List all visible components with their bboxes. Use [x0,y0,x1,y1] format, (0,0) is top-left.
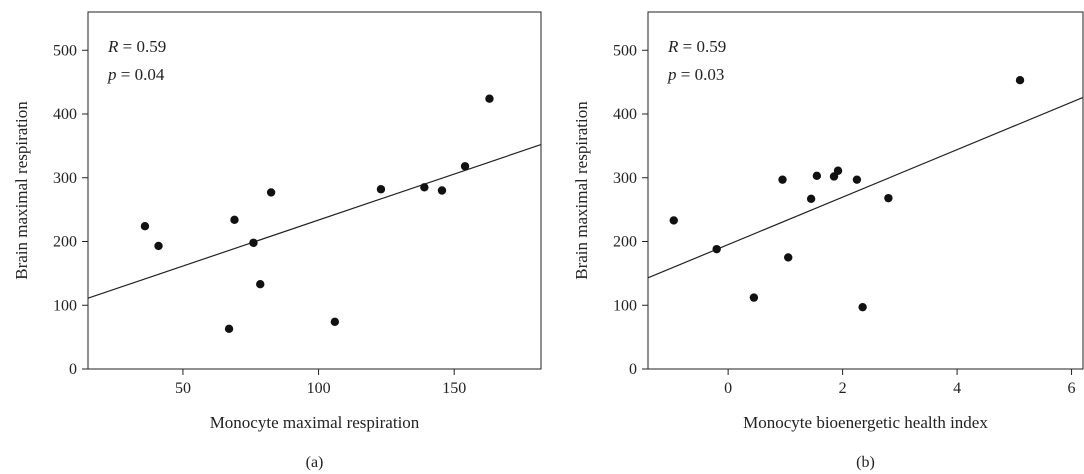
data-point [834,167,842,175]
y-tick-label: 500 [53,42,77,59]
y-tick-label: 200 [53,234,77,251]
x-tick-label: 100 [307,380,331,397]
x-axis-label: Monocyte maximal respiration [210,413,420,432]
data-point [420,183,428,191]
data-point [778,175,786,183]
y-tick-label: 0 [69,361,77,378]
panel-a: 0 100 200 300 400 500 50 100 150 Monocyte maximal… [12,12,541,471]
p-value: = 0.04 [117,65,165,84]
data-point [784,253,792,261]
y-tick-label: 200 [613,234,637,251]
y-tick-label: 100 [53,297,77,314]
y-tick-label: 0 [629,361,637,378]
x-tick-label: 6 [1068,380,1076,397]
data-point [331,318,339,326]
x-tick-label: 0 [724,380,732,397]
panel-b: 0 100 200 300 400 500 0 2 4 6 Monocyte bioenergeti… [572,12,1083,471]
panel-label: (b) [856,454,875,471]
regression-line [88,145,541,299]
data-point [154,242,162,250]
data-point [377,185,385,193]
data-point [461,162,469,170]
r-annotation: R = 0.59 [107,37,166,56]
data-point [853,175,861,183]
data-point [230,216,238,224]
data-point [670,216,678,224]
p-symbol: p [107,65,117,84]
r-symbol: R [667,37,679,56]
r-value: = 0.59 [678,37,726,56]
y-tick-label: 300 [613,170,637,187]
p-value: = 0.03 [677,65,725,84]
y-tick-label: 400 [53,106,77,123]
y-tick-label: 300 [53,170,77,187]
x-tick-label: 50 [175,380,191,397]
p-symbol: p [667,65,677,84]
r-value: = 0.59 [118,37,166,56]
data-point [256,280,264,288]
data-point [225,325,233,333]
data-point [750,293,758,301]
data-point [813,172,821,180]
data-point [712,245,720,253]
y-tick-label: 100 [613,297,637,314]
p-annotation: p = 0.04 [107,65,165,84]
y-axis-label: Brain maximal respiration [572,101,591,280]
p-annotation: p = 0.03 [667,65,724,84]
data-point [807,195,815,203]
data-point [485,95,493,103]
data-point [1016,76,1024,84]
panel-label: (a) [306,454,324,471]
data-point [267,188,275,196]
x-axis-label: Monocyte bioenergetic health index [743,413,988,432]
data-point [141,222,149,230]
y-axis-label: Brain maximal respiration [12,101,31,280]
data-point [249,239,257,247]
data-point [858,303,866,311]
x-tick-label: 4 [953,380,961,397]
x-tick-label: 150 [442,380,466,397]
y-tick-label: 500 [613,42,637,59]
x-tick-label: 2 [839,380,847,397]
data-point [438,186,446,194]
r-symbol: R [107,37,119,56]
y-tick-label: 400 [613,106,637,123]
r-annotation: R = 0.59 [667,37,726,56]
data-point [884,194,892,202]
